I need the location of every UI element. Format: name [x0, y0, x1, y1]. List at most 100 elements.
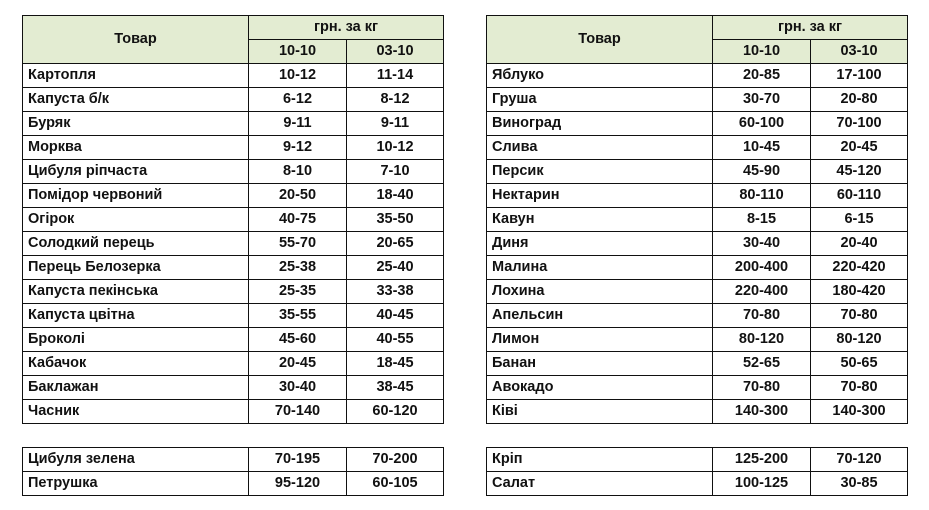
- table-row: Диня 30-40 20-40: [486, 231, 908, 256]
- price-03-10: 6-15: [810, 207, 908, 232]
- table-row: Лохина 220-400 180-420: [486, 279, 908, 304]
- price-03-10: 20-45: [810, 135, 908, 160]
- product-name: Цибуля зелена: [22, 447, 249, 472]
- price-10-10: 95-120: [248, 471, 347, 496]
- price-03-10: 50-65: [810, 351, 908, 376]
- price-03-10: 70-100: [810, 111, 908, 136]
- table-row: Кавун 8-15 6-15: [486, 207, 908, 232]
- price-03-10: 11-14: [346, 63, 444, 88]
- price-10-10: 9-11: [248, 111, 347, 136]
- date2-header: 03-10: [346, 39, 444, 64]
- product-name: Виноград: [486, 111, 713, 136]
- table-row: Малина 200-400 220-420: [486, 255, 908, 280]
- price-10-10: 52-65: [712, 351, 811, 376]
- price-03-10: 70-120: [810, 447, 908, 472]
- price-03-10: 60-120: [346, 399, 444, 424]
- table-row: Кріп 125-200 70-120: [486, 447, 908, 472]
- product-name: Кавун: [486, 207, 713, 232]
- price-10-10: 30-40: [248, 375, 347, 400]
- price-10-10: 125-200: [712, 447, 811, 472]
- table-row: Авокадо 70-80 70-80: [486, 375, 908, 400]
- price-10-10: 25-38: [248, 255, 347, 280]
- table-row: Солодкий перець 55-70 20-65: [22, 231, 444, 256]
- product-name: Персик: [486, 159, 713, 184]
- price-10-10: 35-55: [248, 303, 347, 328]
- table-row: Цибуля ріпчаста 8-10 7-10: [22, 159, 444, 184]
- table-row: Помідор червоний 20-50 18-40: [22, 183, 444, 208]
- table-row: Капуста пекінська 25-35 33-38: [22, 279, 444, 304]
- product-name: Нектарин: [486, 183, 713, 208]
- table-row: Морква 9-12 10-12: [22, 135, 444, 160]
- price-03-10: 18-45: [346, 351, 444, 376]
- table-row: Буряк 9-11 9-11: [22, 111, 444, 136]
- price-10-10: 45-90: [712, 159, 811, 184]
- product-header: Товар: [486, 15, 713, 64]
- price-03-10: 45-120: [810, 159, 908, 184]
- table-row: Лимон 80-120 80-120: [486, 327, 908, 352]
- fruits-price-table: Товар грн. за кг 10-10 03-10 Яблуко 20-85…: [486, 15, 908, 424]
- table-row: Груша 30-70 20-80: [486, 87, 908, 112]
- price-10-10: 70-80: [712, 375, 811, 400]
- product-name: Часник: [22, 399, 249, 424]
- table-row: Кабачок 20-45 18-45: [22, 351, 444, 376]
- table-row: Виноград 60-100 70-100: [486, 111, 908, 136]
- vegetables-price-table: Товар грн. за кг 10-10 03-10 Картопля 10-…: [22, 15, 444, 424]
- price-03-10: 10-12: [346, 135, 444, 160]
- product-name: Буряк: [22, 111, 249, 136]
- price-10-10: 60-100: [712, 111, 811, 136]
- table-row: Броколі 45-60 40-55: [22, 327, 444, 352]
- table-row: Перець Белозерка 25-38 25-40: [22, 255, 444, 280]
- product-name: Капуста цвітна: [22, 303, 249, 328]
- date1-header: 10-10: [248, 39, 347, 64]
- table-row: Яблуко 20-85 17-100: [486, 63, 908, 88]
- price-03-10: 33-38: [346, 279, 444, 304]
- greens-extra-table: Кріп 125-200 70-120 Салат 100-125 30-85: [486, 447, 908, 496]
- price-03-10: 140-300: [810, 399, 908, 424]
- price-03-10: 18-40: [346, 183, 444, 208]
- price-10-10: 8-15: [712, 207, 811, 232]
- price-03-10: 40-45: [346, 303, 444, 328]
- price-03-10: 20-65: [346, 231, 444, 256]
- table-row: Ківі 140-300 140-300: [486, 399, 908, 424]
- price-03-10: 70-200: [346, 447, 444, 472]
- unit-header: грн. за кг: [712, 15, 908, 40]
- product-name: Броколі: [22, 327, 249, 352]
- price-03-10: 20-40: [810, 231, 908, 256]
- product-name: Яблуко: [486, 63, 713, 88]
- product-name: Ківі: [486, 399, 713, 424]
- table-row: Огірок 40-75 35-50: [22, 207, 444, 232]
- table-row: Персик 45-90 45-120: [486, 159, 908, 184]
- unit-header: грн. за кг: [248, 15, 444, 40]
- table-row: Салат 100-125 30-85: [486, 471, 908, 496]
- price-10-10: 20-50: [248, 183, 347, 208]
- product-name: Банан: [486, 351, 713, 376]
- price-03-10: 70-80: [810, 303, 908, 328]
- date1-header: 10-10: [712, 39, 811, 64]
- price-10-10: 8-10: [248, 159, 347, 184]
- date2-header: 03-10: [810, 39, 908, 64]
- table-row: Слива 10-45 20-45: [486, 135, 908, 160]
- price-03-10: 60-105: [346, 471, 444, 496]
- product-name: Помідор червоний: [22, 183, 249, 208]
- price-10-10: 55-70: [248, 231, 347, 256]
- price-03-10: 17-100: [810, 63, 908, 88]
- price-10-10: 30-40: [712, 231, 811, 256]
- product-name: Слива: [486, 135, 713, 160]
- product-name: Малина: [486, 255, 713, 280]
- price-03-10: 30-85: [810, 471, 908, 496]
- product-name: Кабачок: [22, 351, 249, 376]
- product-name: Цибуля ріпчаста: [22, 159, 249, 184]
- price-03-10: 35-50: [346, 207, 444, 232]
- price-03-10: 180-420: [810, 279, 908, 304]
- price-10-10: 9-12: [248, 135, 347, 160]
- price-10-10: 45-60: [248, 327, 347, 352]
- price-03-10: 20-80: [810, 87, 908, 112]
- price-03-10: 70-80: [810, 375, 908, 400]
- price-10-10: 6-12: [248, 87, 347, 112]
- product-name: Груша: [486, 87, 713, 112]
- product-name: Капуста пекінська: [22, 279, 249, 304]
- table-row: Банан 52-65 50-65: [486, 351, 908, 376]
- product-name: Петрушка: [22, 471, 249, 496]
- price-03-10: 25-40: [346, 255, 444, 280]
- table-row: Баклажан 30-40 38-45: [22, 375, 444, 400]
